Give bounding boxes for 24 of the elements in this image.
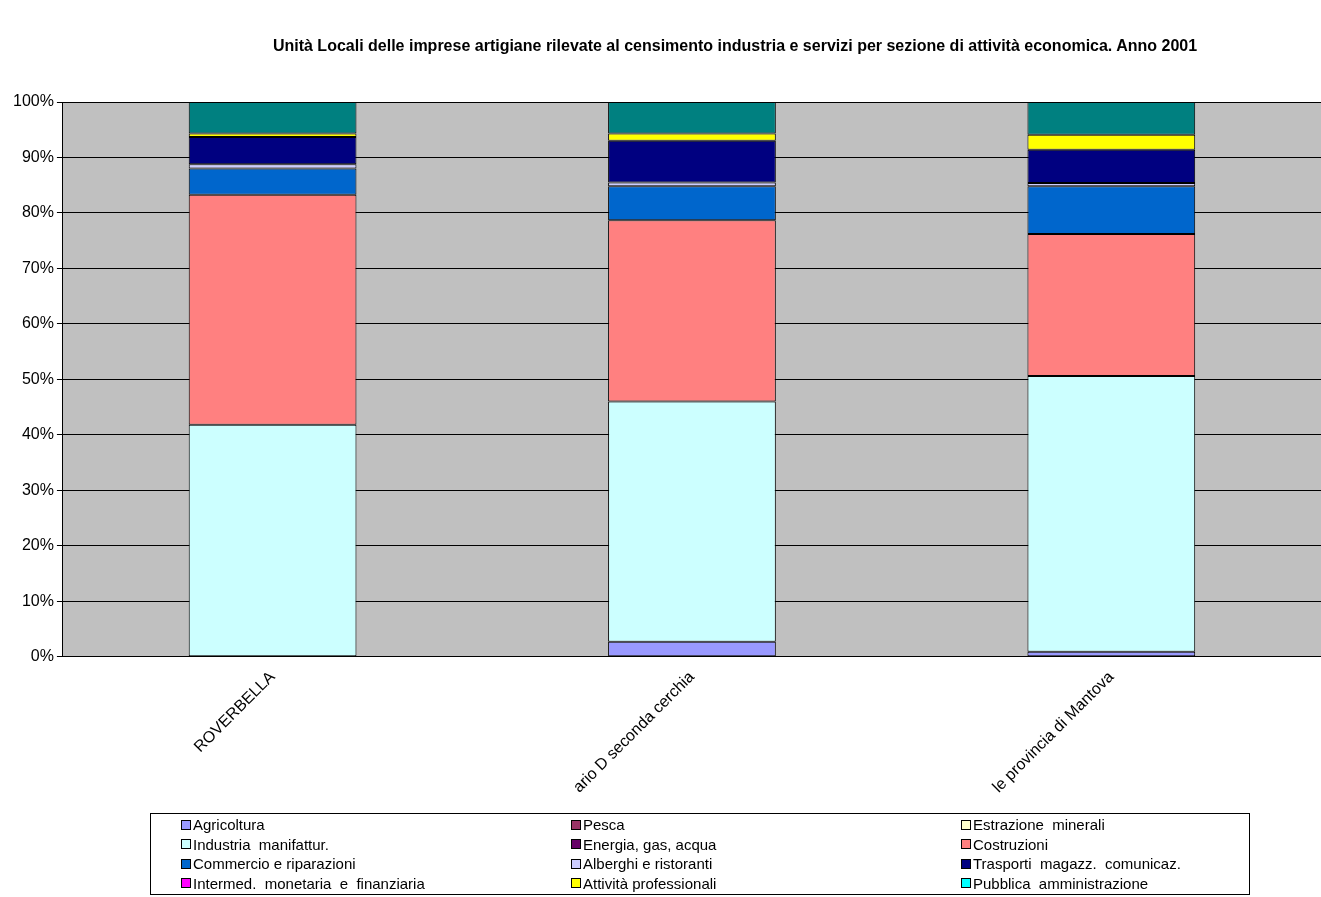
legend-label: Costruzioni (973, 834, 1049, 854)
legend-label: Agricoltura (193, 815, 265, 835)
y-tick-label: 60% (21, 314, 54, 332)
legend-label: Attività professionali (583, 873, 717, 893)
legend-label: Pubblica amministrazione (973, 873, 1149, 893)
y-tick-label: 80% (21, 203, 54, 221)
y-tick-label: 100% (13, 92, 54, 110)
y-tick-label: 0% (30, 647, 54, 665)
y-tick-label: 20% (21, 536, 54, 554)
legend-label: Pesca (583, 815, 625, 835)
y-tick-label: 90% (21, 147, 54, 165)
y-tick-label: 40% (21, 425, 54, 443)
legend-label: Energia, gas, acqua (583, 834, 717, 854)
y-tick-label: 30% (21, 480, 54, 498)
y-tick-label: 70% (21, 258, 54, 276)
legend-label: Intermed. monetaria e finanziaria (193, 873, 425, 893)
chart-title: Unità Locali delle imprese artigiane rilevate al censimento industria e servizi per sezione di attività economica. Anno 2001 (271, 36, 1199, 56)
legend-label: Alberghi e ristoranti (583, 854, 713, 874)
legend-label: Estrazione minerali (973, 815, 1105, 835)
y-tick-label: 10% (21, 591, 54, 609)
legend-label: Commercio e riparazioni (193, 854, 356, 874)
legend-label: Trasporti magazz. comunicaz. (973, 854, 1181, 874)
y-tick-label: 50% (21, 369, 54, 387)
legend-label: Industria manifattur. (193, 834, 329, 854)
